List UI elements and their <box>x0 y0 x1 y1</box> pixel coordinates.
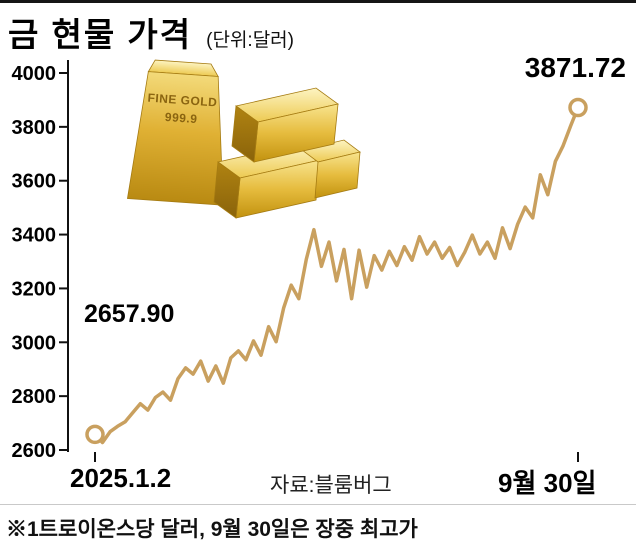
gold-bar-side-face <box>213 161 241 219</box>
gold-bars-illustration: FINE GOLD 999.9 <box>126 59 361 219</box>
y-tick-label: 3000 <box>12 332 57 354</box>
gold-bar-stack <box>213 87 361 219</box>
footnote: ※1트로이온스당 달러, 9월 30일은 장중 최고가 <box>6 518 418 541</box>
end-point-marker <box>568 97 588 118</box>
gold-bar-side-face <box>231 105 259 163</box>
y-tick-label: 3600 <box>12 171 57 193</box>
y-tick-label: 3800 <box>12 117 57 139</box>
y-tick-label: 3200 <box>12 278 57 300</box>
source-label: 자료:블룸버그 <box>270 474 392 497</box>
end-value-label: 3871.72 <box>524 52 626 83</box>
x-axis-start-label: 2025.1.2 <box>70 463 172 493</box>
y-tick-label: 3400 <box>12 225 57 247</box>
y-tick-label: 2800 <box>12 386 57 408</box>
start-value-label: 2657.90 <box>84 300 175 328</box>
top-border-rule <box>0 0 636 3</box>
start-point-marker <box>85 424 105 445</box>
gold-bar-standing: FINE GOLD 999.9 <box>126 59 224 206</box>
y-tick-label: 2600 <box>12 440 57 462</box>
x-axis-ticks <box>94 452 579 462</box>
y-tick-label: 4000 <box>12 63 57 85</box>
page-title: 금 현물 가격 <box>8 16 193 53</box>
gold-bar-engraving-line1: FINE GOLD <box>147 91 218 110</box>
y-axis: 2600 2800 3000 3200 3400 3600 3800 4000 <box>12 63 68 462</box>
gold-bar-front-face <box>314 151 361 199</box>
footer-divider <box>0 504 636 505</box>
unit-label: (단위:달러) <box>206 30 294 51</box>
price-line-series <box>93 105 580 445</box>
x-axis-end-label: 9월 30일 <box>498 468 597 498</box>
header: 금 현물 가격 (단위:달러) <box>8 8 294 56</box>
gold-bar-engraving-line2: 999.9 <box>164 110 197 126</box>
